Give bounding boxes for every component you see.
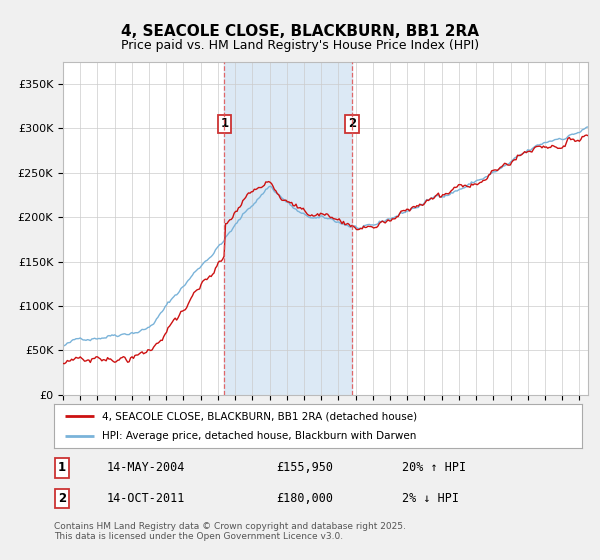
Text: Price paid vs. HM Land Registry's House Price Index (HPI): Price paid vs. HM Land Registry's House … <box>121 39 479 52</box>
Text: HPI: Average price, detached house, Blackburn with Darwen: HPI: Average price, detached house, Blac… <box>101 431 416 441</box>
Text: 4, SEACOLE CLOSE, BLACKBURN, BB1 2RA (detached house): 4, SEACOLE CLOSE, BLACKBURN, BB1 2RA (de… <box>101 411 416 421</box>
Bar <box>224 62 352 395</box>
Text: 2: 2 <box>348 117 356 130</box>
Text: £180,000: £180,000 <box>276 492 333 505</box>
Text: 1: 1 <box>220 117 229 130</box>
Text: 14-MAY-2004: 14-MAY-2004 <box>107 461 185 474</box>
Text: £155,950: £155,950 <box>276 461 333 474</box>
Text: 2% ↓ HPI: 2% ↓ HPI <box>403 492 460 505</box>
Text: 2: 2 <box>58 492 66 505</box>
Text: 20% ↑ HPI: 20% ↑ HPI <box>403 461 467 474</box>
Text: 14-OCT-2011: 14-OCT-2011 <box>107 492 185 505</box>
Text: Contains HM Land Registry data © Crown copyright and database right 2025.
This d: Contains HM Land Registry data © Crown c… <box>54 522 406 542</box>
Text: 1: 1 <box>58 461 66 474</box>
Text: 4, SEACOLE CLOSE, BLACKBURN, BB1 2RA: 4, SEACOLE CLOSE, BLACKBURN, BB1 2RA <box>121 24 479 39</box>
